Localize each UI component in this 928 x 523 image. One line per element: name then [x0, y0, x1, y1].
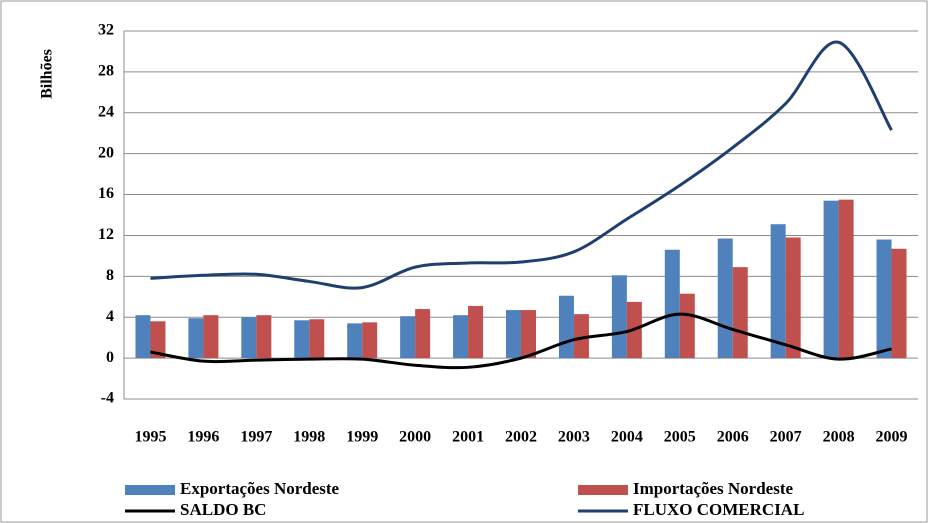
- y-tick-label: 16: [98, 185, 114, 202]
- legend-label: Exportações Nordeste: [180, 479, 340, 498]
- x-tick-label: 1995: [134, 429, 166, 446]
- bar: [558, 295, 574, 359]
- bar: [415, 309, 431, 359]
- y-tick-label: 28: [98, 63, 114, 80]
- bar: [732, 267, 748, 359]
- y-axis-label: Bilhões: [39, 49, 56, 99]
- x-tick-label: 2007: [770, 429, 802, 446]
- bar: [573, 314, 589, 359]
- bar: [347, 323, 363, 359]
- bar: [294, 320, 310, 359]
- bar: [453, 315, 469, 359]
- bar: [664, 249, 680, 359]
- bar: [838, 199, 854, 359]
- bar: [521, 310, 536, 359]
- x-tick-label: 1997: [240, 429, 272, 446]
- bar: [362, 322, 378, 359]
- bar: [203, 315, 219, 359]
- x-tick-label: 2003: [558, 429, 590, 446]
- legend-label: Importações Nordeste: [633, 479, 793, 498]
- x-tick-label: 2001: [452, 429, 484, 446]
- bar: [679, 293, 695, 359]
- x-tick-label: 2000: [399, 429, 431, 446]
- bar: [506, 310, 521, 359]
- bar: [468, 305, 484, 359]
- bar: [823, 200, 839, 359]
- line: [150, 312, 892, 370]
- bar: [309, 319, 325, 359]
- y-tick-label: 0: [106, 349, 114, 366]
- legend-label: FLUXO COMERCIAL: [633, 500, 804, 519]
- bar: [135, 315, 151, 359]
- bar: [891, 248, 907, 359]
- legend-swatch: [125, 485, 175, 495]
- y-tick-label: 24: [98, 103, 114, 120]
- bar: [150, 321, 166, 359]
- bar: [241, 317, 257, 359]
- x-tick-label: 2008: [823, 429, 855, 446]
- bar: [256, 315, 272, 359]
- y-tick-label: 4: [106, 308, 114, 325]
- x-tick-label: 1996: [187, 429, 219, 446]
- bar: [188, 318, 204, 359]
- y-tick-label: 8: [106, 267, 114, 284]
- bar: [400, 316, 416, 359]
- x-tick-label: 2006: [717, 429, 749, 446]
- x-tick-label: 2005: [664, 429, 696, 446]
- legend-label: SALDO BC: [180, 500, 266, 519]
- bar: [876, 239, 892, 359]
- bar: [785, 237, 801, 359]
- x-tick-label: 1998: [293, 429, 325, 446]
- x-tick-label: 2002: [505, 429, 537, 446]
- line: [150, 40, 893, 290]
- y-tick-label: 20: [98, 144, 114, 161]
- y-tick-label: -4: [101, 390, 114, 407]
- x-tick-label: 2009: [876, 429, 908, 446]
- bar: [770, 224, 786, 359]
- bar: [717, 238, 733, 359]
- x-tick-label: 1999: [346, 429, 378, 446]
- x-tick-label: 2004: [611, 429, 643, 446]
- legend-swatch: [578, 485, 628, 495]
- bar: [611, 275, 627, 359]
- y-tick-label: 32: [98, 22, 114, 39]
- y-tick-label: 12: [98, 226, 114, 243]
